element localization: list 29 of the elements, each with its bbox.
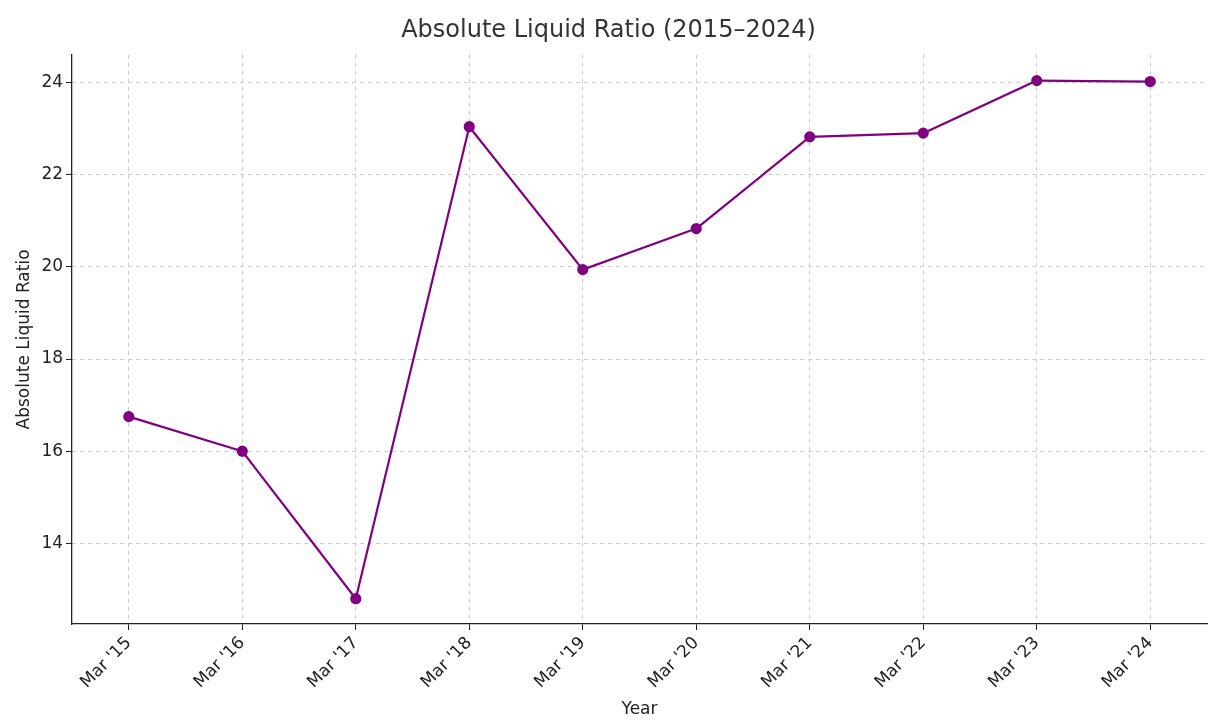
point [350, 593, 362, 605]
point [577, 264, 589, 276]
x-tick-label: Mar '19 [529, 632, 589, 692]
x-tick-label: Mar '20 [642, 632, 703, 692]
point [1144, 75, 1156, 88]
x-tick-label: Mar '24 [1096, 632, 1157, 692]
x-tick-label: Mar '21 [756, 632, 816, 692]
point [236, 445, 248, 457]
point [917, 127, 929, 139]
point [463, 121, 475, 133]
point [690, 222, 702, 235]
x-tick-label: Mar '22 [869, 632, 930, 692]
chart-title: Absolute Liquid Ratio (2015–2024) [401, 14, 816, 43]
x-tick-label: Mar '15 [75, 632, 135, 692]
y-tick-label: 24 [41, 70, 64, 91]
y-tick-label: 20 [41, 255, 64, 276]
y-tick-label: 18 [41, 347, 64, 368]
point [123, 411, 135, 423]
x-tick-label: Mar '18 [415, 632, 476, 692]
x-tick-label: Mar '23 [983, 632, 1043, 692]
x-tick-label: Mar '16 [188, 632, 249, 692]
y-axis-title: Absolute Liquid Ratio [12, 249, 33, 430]
y-tick-label: 14 [41, 531, 64, 552]
point [804, 131, 816, 143]
y-tick-label: 22 [41, 163, 64, 184]
x-axis-title: Year [620, 698, 658, 719]
x-tick-label: Mar '17 [302, 632, 362, 692]
point [1031, 75, 1043, 87]
y-tick-label: 16 [41, 439, 64, 460]
